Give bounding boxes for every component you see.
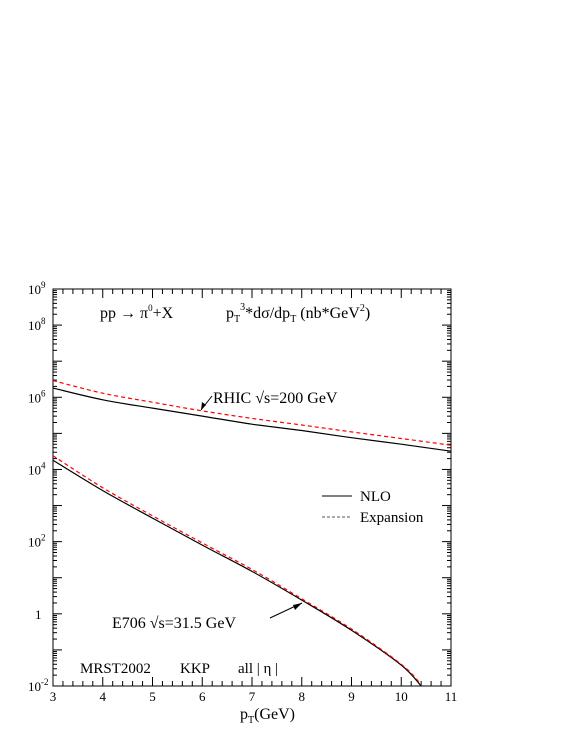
rhic-label: RHIC √s=200 GeV [213,390,338,407]
y-tick-label: 104 [28,460,46,477]
y-tick-label: 1 [35,607,42,622]
rhic-expansion-line [52,380,452,446]
footer-ff: KKP [180,661,210,677]
e706-arrow-head [293,603,302,610]
chart-title: pp → π0+X [100,303,174,322]
x-tick-label: 7 [249,689,256,704]
x-tick-label: 11 [445,689,458,704]
x-tick-label: 6 [199,689,206,704]
legend-expansion-label: Expansion [360,510,424,526]
y-tick-label: 10-2 [28,677,49,694]
e706-label: E706 √s=31.5 GeV [112,615,236,632]
x-tick-label: 9 [348,689,355,704]
chart-quantity: pT3*dσ/dpT (nb*GeV2) [226,302,370,325]
footer-pdf: MRST2002 [80,661,151,677]
y-tick-label: 106 [28,388,46,405]
footer-cut: all | η | [238,661,278,677]
rhic-arrow-head [201,402,206,410]
x-ticks: 3 4 5 6 7 8 9 10 11 [50,289,458,704]
x-tick-label: 4 [100,689,107,704]
y-tick-label: 102 [28,533,46,550]
x-tick-label: 5 [149,689,156,704]
x-tick-label: 10 [395,689,408,704]
e706-nlo-line [52,459,422,687]
y-ticks: 109 108 106 104 102 1 10-2 [28,280,451,694]
rhic-nlo-line [52,387,452,452]
y-tick-label: 108 [28,316,46,333]
series-layer [52,380,452,687]
y-tick-label: 109 [28,280,46,297]
x-axis-label: pT(GeV) [240,706,295,726]
x-tick-label: 3 [50,689,57,704]
legend: NLO Expansion [322,489,424,526]
legend-nlo-label: NLO [360,489,391,505]
x-tick-label: 8 [299,689,306,704]
